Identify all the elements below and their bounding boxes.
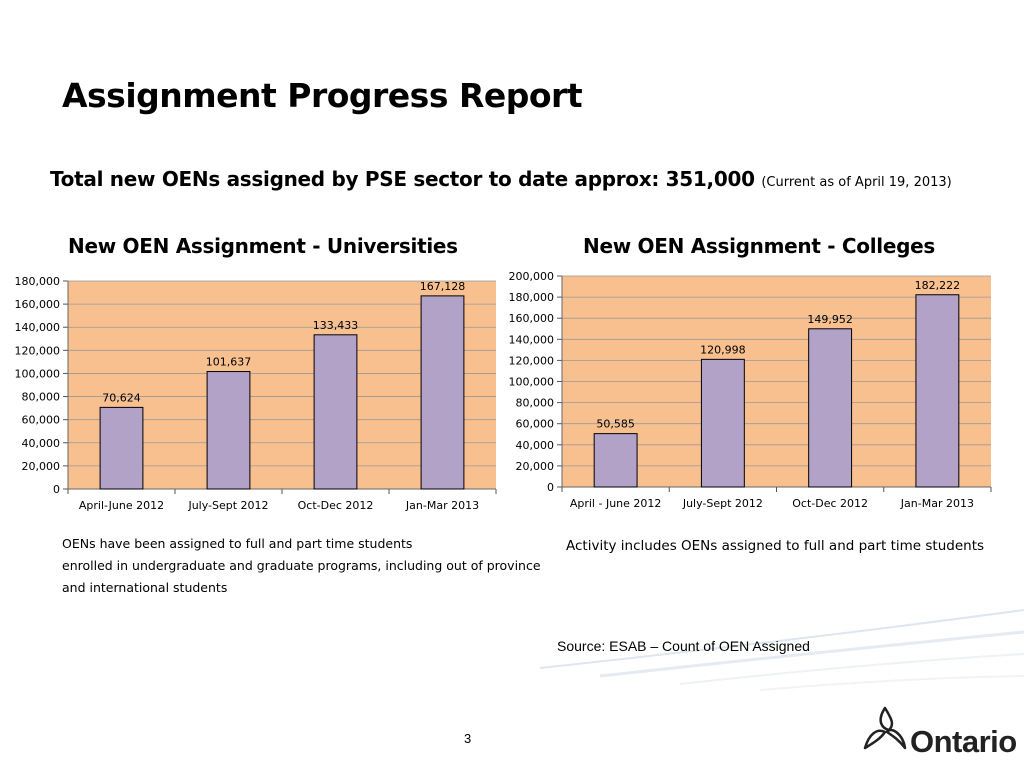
page-title: Assignment Progress Report [62,76,583,115]
caption-universities-line-2: enrolled in undergraduate and graduate p… [62,558,541,573]
data-label: 50,585 [596,418,635,431]
chart-title-universities: New OEN Assignment - Universities [68,234,458,258]
data-label: 133,433 [313,319,359,332]
bar [99,406,144,490]
y-tick-label: 100,000 [509,376,555,389]
bar [808,328,853,488]
page-number: 3 [464,731,472,746]
caption-universities: OENs have been assigned to full and part… [62,533,541,599]
summary-line: Total new OENs assigned by PSE sector to… [50,167,952,191]
x-tick-label: April-June 2012 [79,499,164,512]
chart-universities: 0 20,000 40,000 60,000 80,000 100,000 120,000 1… [15,275,497,512]
x-tick-label: July-Sept 2012 [187,499,268,512]
y-tick-label: 200,000 [509,270,555,283]
y-tick-label: 100,000 [15,367,61,380]
bar [593,433,638,488]
y-tick-label: 60,000 [22,414,61,427]
caption-colleges: Activity includes OENs assigned to full … [566,538,985,554]
y-tick-label: 20,000 [516,460,555,473]
bar [915,294,960,488]
y-tick-label: 180,000 [509,291,555,304]
ontario-trillium-icon [863,706,907,750]
data-label: 120,998 [700,343,746,356]
bar [206,371,251,490]
x-tick-label: Oct-Dec 2012 [792,497,868,510]
data-label: 101,637 [206,356,252,369]
y-tick-label: 80,000 [516,397,555,410]
y-tick-label: 160,000 [509,312,555,325]
y-tick-label: 180,000 [15,275,61,288]
y-tick-label: 40,000 [516,439,555,452]
y-tick-label: 140,000 [509,333,555,346]
y-tick-label: 60,000 [516,418,555,431]
chart-title-colleges: New OEN Assignment - Colleges [583,234,936,258]
y-tick-label: 120,000 [509,354,555,367]
x-tick-label: April - June 2012 [570,497,662,510]
ontario-wordmark: Ontario [910,724,1017,759]
data-label: 70,624 [102,391,141,404]
source-note: Source: ESAB – Count of OEN Assigned [557,638,810,654]
y-tick-label: 40,000 [22,437,61,450]
chart-colleges: 0 20,000 40,000 60,000 80,000 100,000 120,000 1… [509,270,992,510]
summary-note: (Current as of April 19, 2013) [761,175,952,190]
summary-main: Total new OENs assigned by PSE sector to… [50,167,755,191]
y-tick-label: 140,000 [15,321,61,334]
x-tick-label: July-Sept 2012 [682,497,763,510]
caption-universities-line-1: OENs have been assigned to full and part… [62,536,413,551]
y-tick-label: 0 [53,483,60,496]
x-tick-label: Jan-Mar 2013 [900,497,974,510]
y-tick-label: 160,000 [15,298,61,311]
bar [700,358,745,488]
y-tick-label: 120,000 [15,344,61,357]
y-tick-label: 20,000 [22,460,61,473]
x-tick-label: Jan-Mar 2013 [405,499,479,512]
data-label: 167,128 [420,280,466,293]
bar [420,295,465,490]
data-label: 182,222 [915,279,961,292]
bar [313,334,358,490]
y-tick-label: 0 [547,481,554,494]
y-tick-label: 80,000 [22,391,61,404]
caption-universities-line-3: and international students [62,580,228,595]
x-tick-label: Oct-Dec 2012 [298,499,374,512]
data-label: 149,952 [807,313,853,326]
